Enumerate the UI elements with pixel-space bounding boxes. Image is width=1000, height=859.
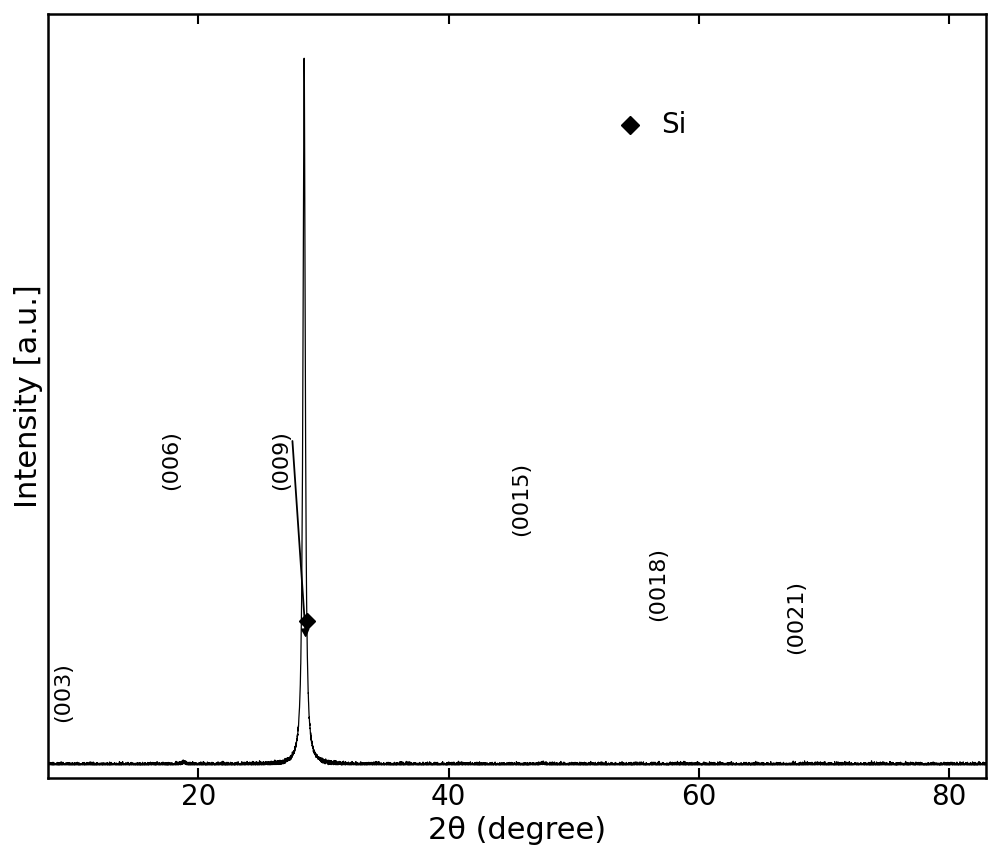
X-axis label: 2θ (degree): 2θ (degree) <box>428 816 606 845</box>
Text: Si: Si <box>661 111 686 139</box>
Y-axis label: Intensity [a.u.]: Intensity [a.u.] <box>14 284 43 508</box>
Text: (0021): (0021) <box>786 580 806 654</box>
Text: (003): (003) <box>53 662 73 722</box>
Text: (006): (006) <box>161 430 181 490</box>
Text: (0015): (0015) <box>511 462 531 536</box>
Text: (0018): (0018) <box>649 547 669 621</box>
Text: (009): (009) <box>271 430 291 490</box>
